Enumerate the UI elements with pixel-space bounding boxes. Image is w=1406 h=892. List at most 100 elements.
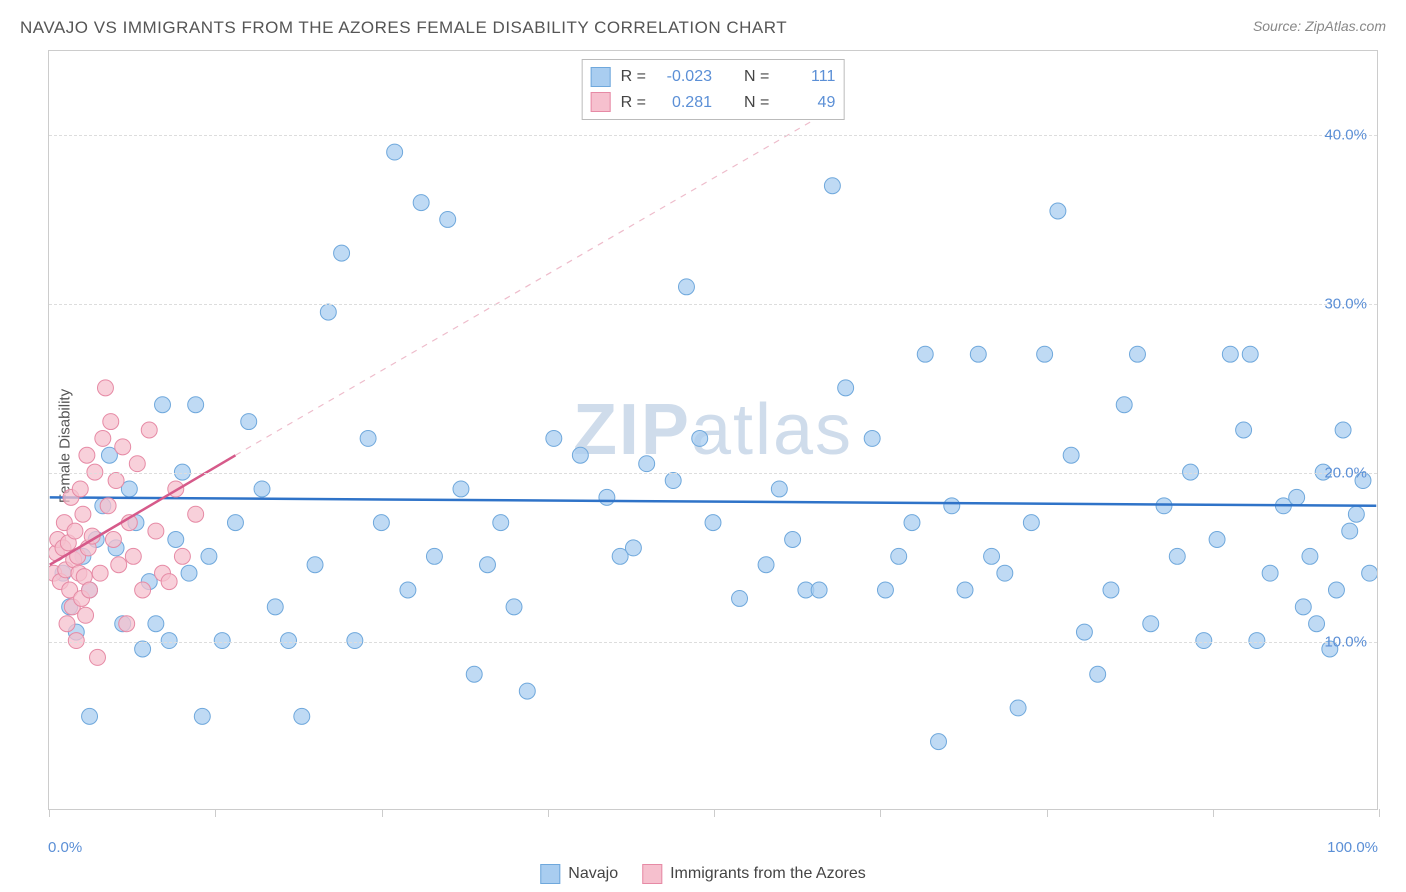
trendline-ext-azores	[235, 102, 845, 456]
point-navajo	[1328, 582, 1344, 598]
legend-label-azores: Immigrants from the Azores	[670, 865, 866, 883]
point-navajo	[194, 708, 210, 724]
point-navajo	[572, 447, 588, 463]
point-navajo	[984, 548, 1000, 564]
point-navajo	[1289, 489, 1305, 505]
point-navajo	[1196, 633, 1212, 649]
point-navajo	[135, 641, 151, 657]
point-azores	[75, 506, 91, 522]
point-navajo	[1090, 666, 1106, 682]
point-navajo	[480, 557, 496, 573]
swatch-azores	[591, 92, 611, 112]
point-azores	[72, 481, 88, 497]
point-navajo	[917, 346, 933, 362]
stats-row-azores: R = 0.281 N = 49	[591, 90, 836, 116]
source-value: ZipAtlas.com	[1305, 18, 1386, 34]
xtick-mark	[1379, 809, 1380, 817]
point-navajo	[307, 557, 323, 573]
point-navajo	[1242, 346, 1258, 362]
point-navajo	[665, 473, 681, 489]
point-navajo	[944, 498, 960, 514]
point-navajo	[1169, 548, 1185, 564]
ytick-label: 20.0%	[1324, 465, 1367, 482]
point-navajo	[771, 481, 787, 497]
point-navajo	[639, 456, 655, 472]
point-navajo	[599, 489, 615, 505]
point-navajo	[519, 683, 535, 699]
point-azores	[79, 447, 95, 463]
point-navajo	[705, 515, 721, 531]
point-navajo	[758, 557, 774, 573]
point-navajo	[373, 515, 389, 531]
x-axis-max: 100.0%	[1327, 839, 1378, 856]
point-azores	[148, 523, 164, 539]
point-navajo	[267, 599, 283, 615]
point-navajo	[1037, 346, 1053, 362]
source: Source: ZipAtlas.com	[1253, 18, 1386, 34]
point-azores	[82, 582, 98, 598]
legend-item-navajo: Navajo	[540, 864, 618, 884]
point-navajo	[1143, 616, 1159, 632]
point-navajo	[387, 144, 403, 160]
n-value-azores: 49	[779, 90, 835, 116]
xtick-mark	[1047, 809, 1048, 817]
gridline	[49, 304, 1377, 305]
point-azores	[95, 430, 111, 446]
point-navajo	[1183, 464, 1199, 480]
point-navajo	[997, 565, 1013, 581]
point-navajo	[426, 548, 442, 564]
point-navajo	[506, 599, 522, 615]
point-navajo	[1362, 565, 1377, 581]
point-navajo	[188, 397, 204, 413]
xtick-mark	[880, 809, 881, 817]
point-azores	[135, 582, 151, 598]
stats-legend: R = -0.023 N = 111 R = 0.281 N = 49	[582, 59, 845, 120]
point-navajo	[785, 532, 801, 548]
point-navajo	[241, 414, 257, 430]
point-navajo	[1262, 565, 1278, 581]
header: NAVAJO VS IMMIGRANTS FROM THE AZORES FEM…	[0, 0, 1406, 38]
legend-label-navajo: Navajo	[568, 865, 618, 883]
point-navajo	[254, 481, 270, 497]
point-azores	[59, 616, 75, 632]
point-navajo	[1295, 599, 1311, 615]
point-navajo	[294, 708, 310, 724]
point-navajo	[1116, 397, 1132, 413]
gridline	[49, 135, 1377, 136]
point-navajo	[864, 430, 880, 446]
stats-row-navajo: R = -0.023 N = 111	[591, 64, 836, 90]
source-label: Source:	[1253, 18, 1301, 34]
point-azores	[125, 548, 141, 564]
point-navajo	[678, 279, 694, 295]
point-navajo	[334, 245, 350, 261]
legend-item-azores: Immigrants from the Azores	[642, 864, 866, 884]
n-label: N =	[744, 64, 769, 90]
point-azores	[141, 422, 157, 438]
point-navajo	[877, 582, 893, 598]
bottom-legend: Navajo Immigrants from the Azores	[540, 864, 865, 884]
n-label: N =	[744, 90, 769, 116]
point-navajo	[1342, 523, 1358, 539]
trendline-navajo	[50, 497, 1377, 505]
point-navajo	[970, 346, 986, 362]
point-navajo	[347, 633, 363, 649]
r-label: R =	[621, 64, 646, 90]
point-navajo	[161, 633, 177, 649]
point-navajo	[400, 582, 416, 598]
chart-title: NAVAJO VS IMMIGRANTS FROM THE AZORES FEM…	[20, 18, 787, 38]
scatter-svg	[49, 51, 1377, 809]
point-azores	[161, 574, 177, 590]
point-azores	[103, 414, 119, 430]
point-azores	[87, 464, 103, 480]
point-navajo	[1063, 447, 1079, 463]
point-azores	[78, 607, 94, 623]
point-navajo	[1236, 422, 1252, 438]
point-navajo	[201, 548, 217, 564]
xtick-mark	[714, 809, 715, 817]
point-azores	[174, 548, 190, 564]
gridline	[49, 642, 1377, 643]
r-value-azores: 0.281	[656, 90, 712, 116]
point-navajo	[440, 211, 456, 227]
point-navajo	[181, 565, 197, 581]
point-navajo	[824, 178, 840, 194]
